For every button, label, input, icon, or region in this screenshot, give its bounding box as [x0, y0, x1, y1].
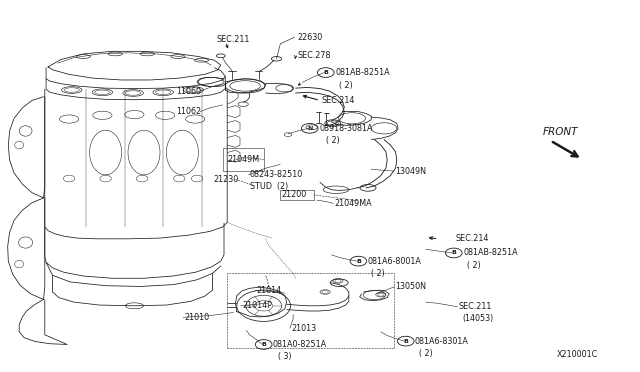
Text: B: B	[451, 250, 456, 256]
Text: 081AB-8251A: 081AB-8251A	[335, 68, 390, 77]
Text: ( 2): ( 2)	[339, 81, 353, 90]
Text: STUD  (2): STUD (2)	[250, 182, 288, 191]
Bar	[227, 273, 394, 348]
Text: ( 2): ( 2)	[371, 269, 385, 278]
Text: B: B	[403, 339, 408, 344]
Text: ( 3): ( 3)	[278, 352, 291, 361]
Text: ( 2): ( 2)	[419, 349, 432, 358]
Text: 081AB-8251A: 081AB-8251A	[463, 248, 518, 257]
Text: B: B	[261, 342, 266, 347]
Text: FRONT: FRONT	[543, 127, 579, 137]
Text: X210001C: X210001C	[557, 350, 598, 359]
Text: SEC.278: SEC.278	[298, 51, 331, 60]
Text: 22630: 22630	[298, 33, 323, 42]
Text: N: N	[307, 126, 312, 131]
Bar	[280, 190, 314, 200]
Text: B: B	[356, 259, 361, 264]
Text: 08918-3081A: 08918-3081A	[319, 124, 373, 133]
Text: 21010: 21010	[184, 313, 209, 322]
Text: 081A6-8001A: 081A6-8001A	[367, 257, 421, 266]
Text: 11062: 11062	[177, 107, 202, 116]
Text: SEC.214: SEC.214	[456, 234, 489, 243]
Text: 081A0-8251A: 081A0-8251A	[273, 340, 327, 349]
Text: B: B	[323, 70, 328, 75]
Text: ( 2): ( 2)	[467, 261, 481, 270]
Text: ( 2): ( 2)	[326, 136, 340, 145]
Text: 21049M: 21049M	[227, 155, 259, 164]
Text: SEC.211: SEC.211	[459, 302, 492, 311]
Text: 21230: 21230	[213, 175, 238, 184]
Text: 21013: 21013	[291, 324, 316, 333]
Text: 21049MA: 21049MA	[335, 199, 372, 208]
Text: 21200: 21200	[282, 190, 307, 199]
Text: 11060: 11060	[177, 87, 202, 96]
Bar	[223, 148, 264, 171]
Text: 13050N: 13050N	[396, 282, 426, 291]
Text: SEC.211: SEC.211	[216, 35, 250, 44]
Text: 081A6-8301A: 081A6-8301A	[415, 337, 468, 346]
Text: 13049N: 13049N	[396, 167, 426, 176]
Text: (14053): (14053)	[462, 314, 493, 323]
Text: 08243-82510: 08243-82510	[250, 170, 303, 179]
Text: SEC.214: SEC.214	[322, 96, 355, 105]
Text: 21014: 21014	[256, 286, 281, 295]
Text: 21014P: 21014P	[242, 301, 272, 310]
